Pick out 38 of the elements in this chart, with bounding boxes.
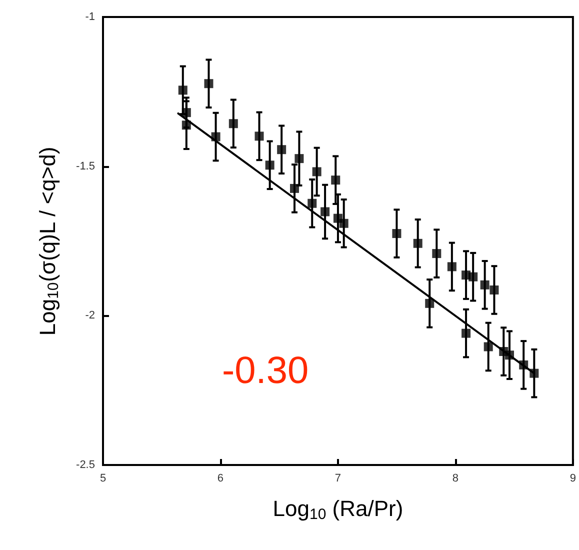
point — [480, 280, 490, 290]
point — [277, 145, 286, 154]
point — [484, 342, 493, 352]
x-tick-label: 6 — [217, 472, 224, 484]
point — [211, 132, 220, 142]
x-tick-label: 8 — [452, 472, 459, 484]
point — [447, 262, 456, 272]
point — [413, 238, 422, 248]
point — [312, 167, 322, 176]
point — [228, 119, 238, 128]
point — [204, 79, 214, 88]
y-tick-label: -2.5 — [76, 459, 95, 471]
annotation: -0.30 — [222, 350, 309, 392]
point — [254, 132, 264, 141]
point — [308, 198, 317, 208]
x-tick-label: 7 — [334, 472, 342, 484]
point — [462, 328, 471, 338]
y-tick-label: -1.5 — [76, 160, 95, 172]
y-axis-title: Log10(σ(q)L / <q>d) — [35, 146, 62, 336]
x-tick-label: 5 — [100, 472, 106, 484]
point — [392, 229, 402, 238]
point — [265, 160, 274, 170]
x-tick-label: 9 — [570, 472, 576, 484]
point — [320, 207, 330, 216]
point — [294, 154, 304, 164]
point — [530, 368, 539, 378]
point — [425, 298, 434, 308]
y-tick-label: -1 — [85, 11, 95, 23]
point — [432, 249, 442, 258]
point — [331, 176, 340, 185]
point — [490, 285, 499, 294]
point — [468, 272, 478, 282]
point — [339, 218, 348, 228]
point — [519, 360, 528, 370]
point — [178, 86, 188, 95]
y-tick-label: -2 — [85, 310, 95, 322]
point — [290, 184, 299, 193]
point — [505, 350, 514, 360]
